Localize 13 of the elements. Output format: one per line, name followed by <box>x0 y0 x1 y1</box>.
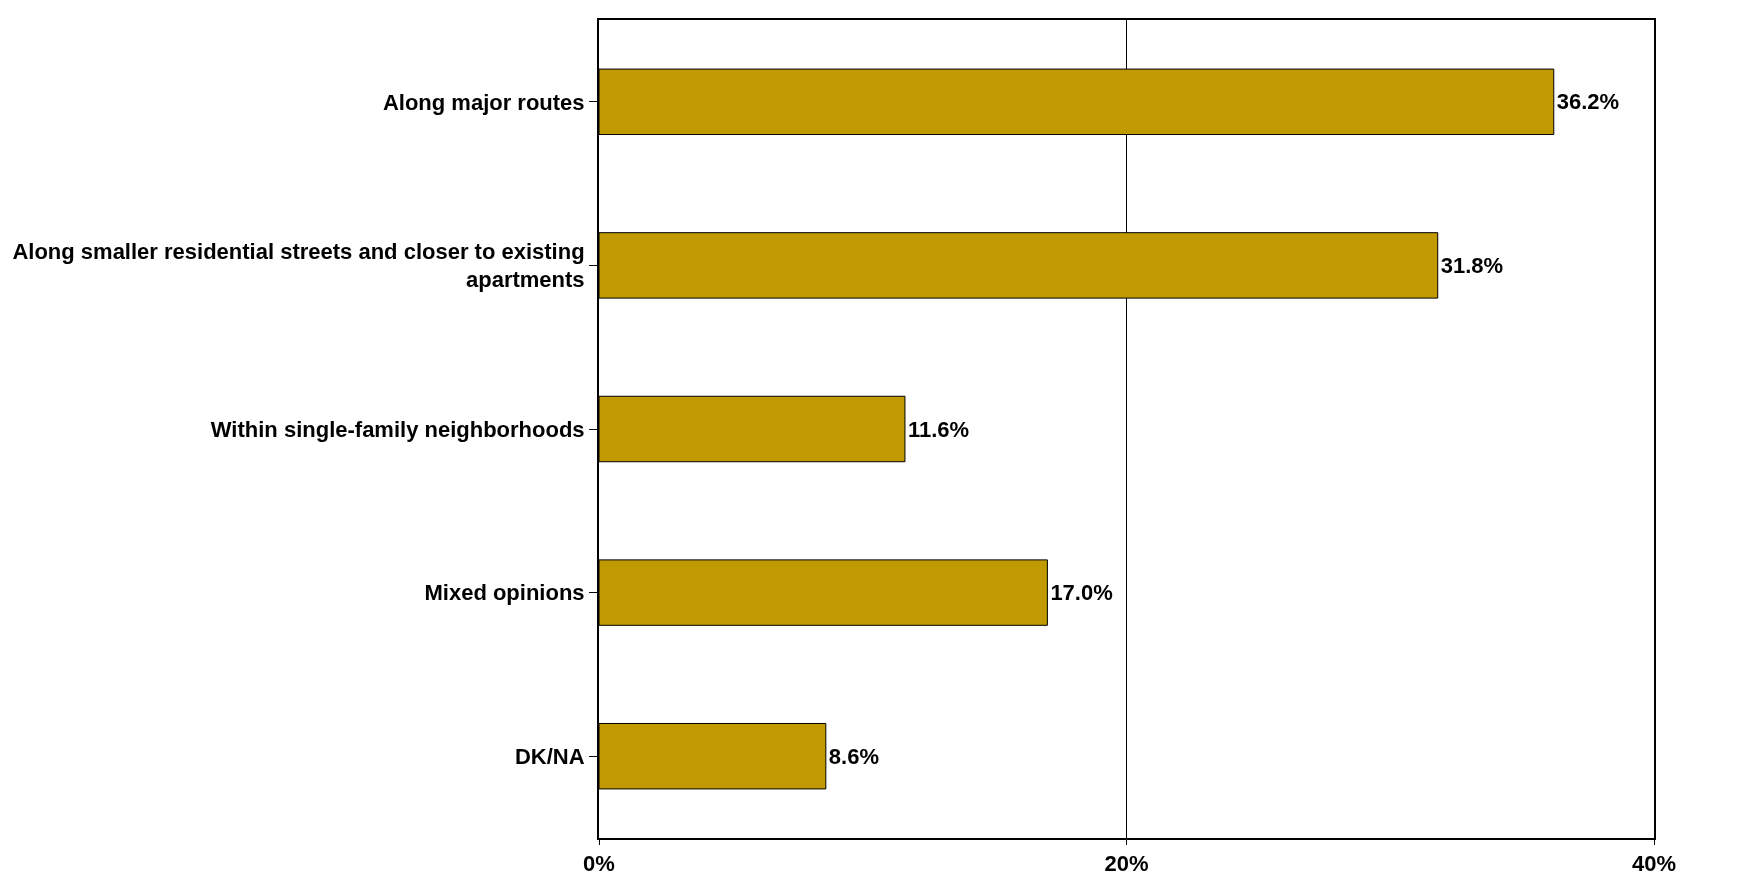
data-label: 11.6% <box>907 416 970 442</box>
y-tick-label: Within single-family neighborhoods <box>210 416 585 442</box>
y-tick-label: Along smaller residential streets and closer to existing apartments <box>12 238 585 293</box>
x-tick-label: 0% <box>583 851 615 877</box>
data-label: 31.8% <box>1440 252 1504 278</box>
x-tick-label: 40% <box>1631 851 1677 877</box>
data-label: 8.6% <box>828 743 879 769</box>
y-tick-label: Mixed opinions <box>424 580 585 606</box>
data-label: 17.0% <box>1050 580 1113 606</box>
y-tick-label: Along major routes <box>382 89 585 115</box>
x-tick-label: 20% <box>1104 851 1149 877</box>
data-label: 36.2% <box>1556 89 1620 115</box>
y-tick-label: DK/NA <box>514 743 585 769</box>
